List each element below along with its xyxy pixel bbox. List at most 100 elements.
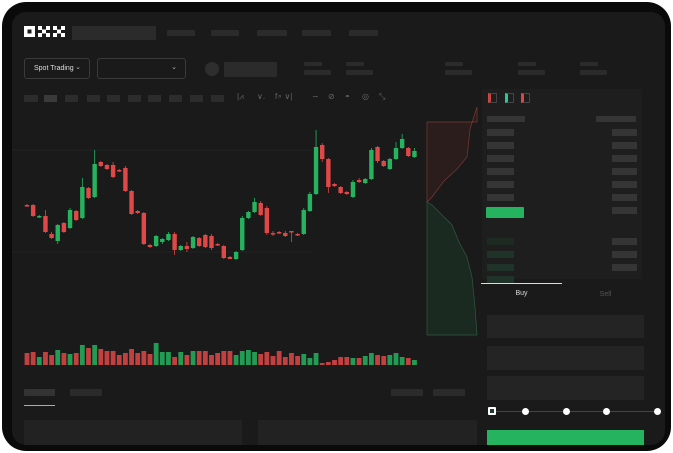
slider-mark-75[interactable] [603,408,610,415]
indicator-icon[interactable]: ∨. [257,92,266,101]
volume-bar [24,353,30,365]
camera-icon[interactable]: ◓ [345,92,350,101]
timeframe-tab[interactable] [107,95,120,102]
assets-panel [258,420,477,445]
timeframe-tab[interactable] [24,95,38,102]
candle [184,246,190,249]
line-tool-icon[interactable]: ∼ [312,92,319,101]
candle [117,170,122,172]
candle [295,234,300,236]
pair-dropdown[interactable]: ⌄ [97,58,186,79]
slider-handle[interactable] [488,407,496,415]
candle [301,210,306,234]
settings-icon[interactable]: ◎ [362,92,369,101]
volume-bar [375,355,380,365]
candle [363,179,368,183]
candle [264,208,270,233]
amount-slider[interactable] [492,411,659,412]
volume-bar [252,352,257,365]
candle [221,246,226,258]
volume-bar [270,356,276,365]
nav-item[interactable] [167,30,195,36]
volume-bar [196,351,202,365]
candle-type-icon[interactable]: |⩘ [237,92,244,101]
timeframe-tab[interactable] [65,95,78,102]
candlestick-chart[interactable] [12,107,482,372]
candle [67,210,73,228]
timeframe-tab[interactable] [148,95,161,102]
market-type-dropdown[interactable]: Spot Trading ⌄ [24,58,90,79]
candle [406,148,411,156]
slider-mark-50[interactable] [563,408,570,415]
volume-bar [49,355,54,365]
timeframe-tab[interactable] [128,95,141,102]
formula-icon[interactable]: f∘ ∨| [275,92,293,101]
chevron-down-icon: ⌄ [171,64,177,71]
slider-mark-100[interactable] [654,408,661,415]
bottom-tab[interactable] [70,389,102,396]
volume-bar [98,349,104,365]
candle [283,233,288,236]
candle [86,188,91,198]
volume-bar [264,352,270,365]
candle [74,211,79,220]
buy-button[interactable] [487,430,644,445]
candle [160,239,165,242]
volume-bar [313,353,319,365]
bottom-action[interactable] [391,389,423,396]
volume-bar [110,351,116,365]
slider-mark-25[interactable] [522,408,529,415]
volume-bar [104,351,110,365]
volume-bar [55,350,61,365]
search-bar[interactable] [72,26,156,40]
volume-bar [319,363,325,365]
ruler-icon[interactable]: ⊘ [328,92,335,101]
candle [258,203,263,215]
timeframe-tab[interactable] [87,95,100,102]
nav-item[interactable] [211,30,239,36]
candle [215,244,220,246]
candle [375,147,380,161]
sell-tab[interactable]: Sell [599,291,612,298]
both-sides-icon[interactable] [488,93,497,103]
candle [350,182,356,197]
timeframe-tab[interactable] [190,95,203,102]
price-input[interactable] [487,315,644,338]
depth-asks-area [426,107,478,203]
nav-item[interactable] [349,30,378,36]
buy-tab[interactable]: Buy [515,290,528,297]
fullscreen-icon[interactable]: ⤡ [379,92,386,101]
volume-bar [123,353,128,365]
bottom-action[interactable] [433,389,465,396]
volume-bar [43,352,48,365]
nav-item[interactable] [302,30,331,36]
candle [313,147,319,194]
asks-only-icon[interactable] [521,93,530,103]
volume-bar [141,351,147,365]
volume-bar [405,358,411,365]
timeframe-tab[interactable] [211,95,224,102]
bottom-tab-active[interactable] [24,389,55,396]
candle [387,159,393,169]
amount-input[interactable] [487,346,644,370]
okx-logo[interactable] [24,26,66,39]
candle [270,233,276,235]
nav-item[interactable] [257,30,287,36]
candle [209,236,214,248]
timeframe-tab[interactable] [169,95,182,102]
volume-bar [295,356,300,365]
volume-bar [325,362,331,365]
volume-bar [159,352,165,365]
candle [252,202,257,212]
timeframe-tab-active[interactable] [44,95,57,102]
candle [135,211,140,213]
volume-bar [116,355,122,365]
volume-bar [289,353,294,365]
candle [332,184,337,186]
total-input[interactable] [487,376,644,400]
candle [49,234,54,238]
candle [61,223,67,232]
candle [98,162,103,166]
volume-bar [166,352,171,365]
bids-only-icon[interactable] [505,93,514,103]
